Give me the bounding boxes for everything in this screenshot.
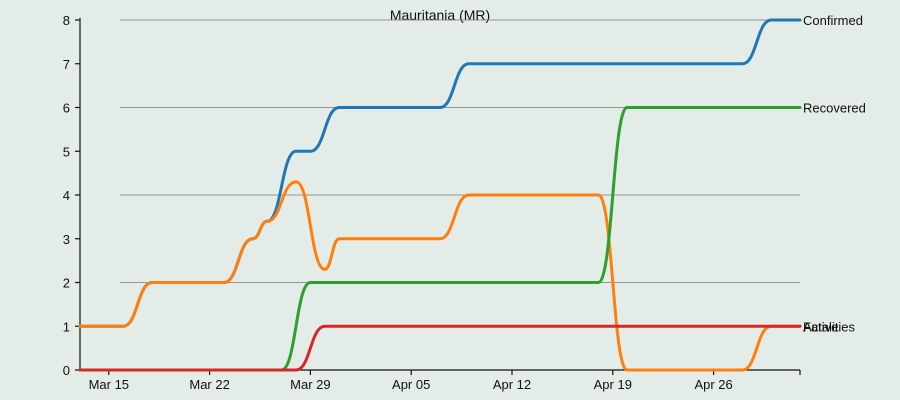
- series-label-fatalities: Fatalities: [803, 319, 856, 334]
- series-line-confirmed: [78, 18, 802, 328]
- y-tick-label: 0: [63, 363, 70, 378]
- y-tick-label: 6: [63, 101, 70, 116]
- y-tick-label: 8: [63, 13, 70, 28]
- y-tick-label: 5: [63, 144, 70, 159]
- series-label-active: Active: [803, 319, 838, 334]
- x-tick-label: Mar 22: [189, 377, 229, 392]
- series-line-fatalities: [78, 324, 802, 372]
- y-tick-label: 2: [63, 276, 70, 291]
- y-tick-label: 7: [63, 57, 70, 72]
- y-tick-label: 1: [63, 319, 70, 334]
- series-line-active: [78, 180, 802, 372]
- chart-title: Mauritania (MR): [390, 7, 490, 23]
- x-tick-label: Mar 29: [290, 377, 330, 392]
- series-label-confirmed: Confirmed: [803, 13, 863, 28]
- y-tick-label: 4: [63, 188, 70, 203]
- x-tick-label: Apr 19: [594, 377, 632, 392]
- x-tick-label: Apr 12: [493, 377, 531, 392]
- y-tick-label: 3: [63, 232, 70, 247]
- series-label-recovered: Recovered: [803, 101, 866, 116]
- x-tick-label: Apr 05: [392, 377, 430, 392]
- x-tick-label: Mar 15: [89, 377, 129, 392]
- x-tick-label: Apr 26: [694, 377, 732, 392]
